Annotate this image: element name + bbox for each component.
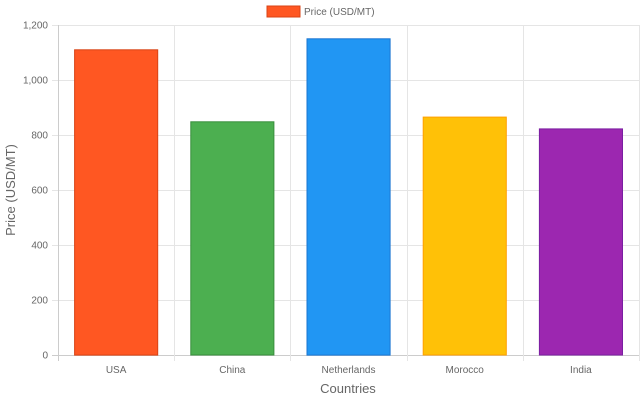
y-tick-label: 1,200	[23, 21, 48, 32]
legend[interactable]: Price (USD/MT)	[266, 5, 375, 18]
y-tick-label: 800	[31, 131, 48, 142]
bar-morocco[interactable]	[422, 116, 507, 356]
y-tick-label: 1,000	[23, 76, 48, 87]
bar-usa[interactable]	[74, 49, 159, 356]
x-tick-labels: USA China Netherlands Morocco India	[106, 365, 592, 376]
x-tick-label: Netherlands	[322, 365, 376, 376]
y-tick-labels: 0 200 400 600 800 1,000 1,200	[23, 21, 48, 362]
bar-netherlands[interactable]	[306, 38, 391, 356]
bar-india[interactable]	[538, 128, 624, 356]
x-tick-label: China	[219, 365, 246, 376]
bar-china[interactable]	[190, 121, 275, 356]
x-tick-label: India	[570, 365, 592, 376]
y-axis-title: Price (USD/MT)	[3, 144, 18, 236]
y-tick-label: 200	[31, 296, 48, 307]
bars	[74, 38, 624, 356]
legend-swatch[interactable]	[266, 5, 301, 18]
y-tick-label: 0	[42, 351, 48, 362]
legend-label[interactable]: Price (USD/MT)	[304, 7, 375, 18]
y-tick-label: 400	[31, 241, 48, 252]
x-tick-label: USA	[106, 365, 127, 376]
x-tick-label: Morocco	[446, 365, 485, 376]
y-tick-label: 600	[31, 186, 48, 197]
x-axis-title: Countries	[320, 381, 376, 396]
